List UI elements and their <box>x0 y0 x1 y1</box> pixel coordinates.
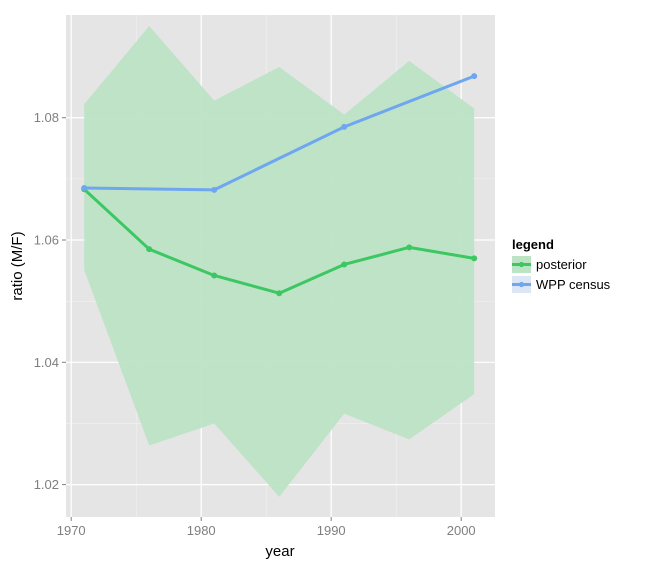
x-tick-label: 2000 <box>447 523 476 538</box>
data-point-posterior <box>471 255 478 262</box>
data-point-wpp-census <box>211 186 218 193</box>
legend-label-wpp-census: WPP census <box>536 277 611 292</box>
data-point-posterior <box>341 261 348 268</box>
ribbon-layer <box>84 26 475 497</box>
posterior-interval-ribbon <box>84 26 475 497</box>
series-layer <box>81 73 478 297</box>
data-point-posterior <box>276 290 283 297</box>
y-tick-label: 1.02 <box>34 477 59 492</box>
x-axis-title: year <box>265 543 294 560</box>
data-point-posterior <box>146 246 153 253</box>
legend-key-point-posterior <box>518 261 525 268</box>
x-axis: 1970 1980 1990 2000 <box>57 517 476 538</box>
data-point-posterior <box>211 272 218 279</box>
x-tick-label: 1980 <box>187 523 216 538</box>
y-axis-title: ratio (M/F) <box>9 231 26 300</box>
legend-item-wpp-census: WPP census <box>512 276 611 293</box>
legend: legend posterior WPP census <box>512 237 611 293</box>
series-line-wpp-census <box>84 74 475 192</box>
data-point-wpp-census <box>341 123 348 130</box>
legend-label-posterior: posterior <box>536 257 587 272</box>
y-tick-label: 1.06 <box>34 233 59 248</box>
x-tick-label: 1970 <box>57 523 86 538</box>
data-point-wpp-census <box>471 73 478 80</box>
x-tick-label: 1990 <box>317 523 346 538</box>
legend-key-point-wpp-census <box>518 281 525 288</box>
data-point-posterior <box>406 244 413 251</box>
y-tick-label: 1.08 <box>34 110 59 125</box>
y-axis: 1.02 1.04 1.06 1.08 <box>34 110 66 492</box>
legend-item-posterior: posterior <box>512 256 587 273</box>
data-point-wpp-census <box>81 185 88 192</box>
legend-title: legend <box>512 237 554 252</box>
y-tick-label: 1.04 <box>34 355 59 370</box>
